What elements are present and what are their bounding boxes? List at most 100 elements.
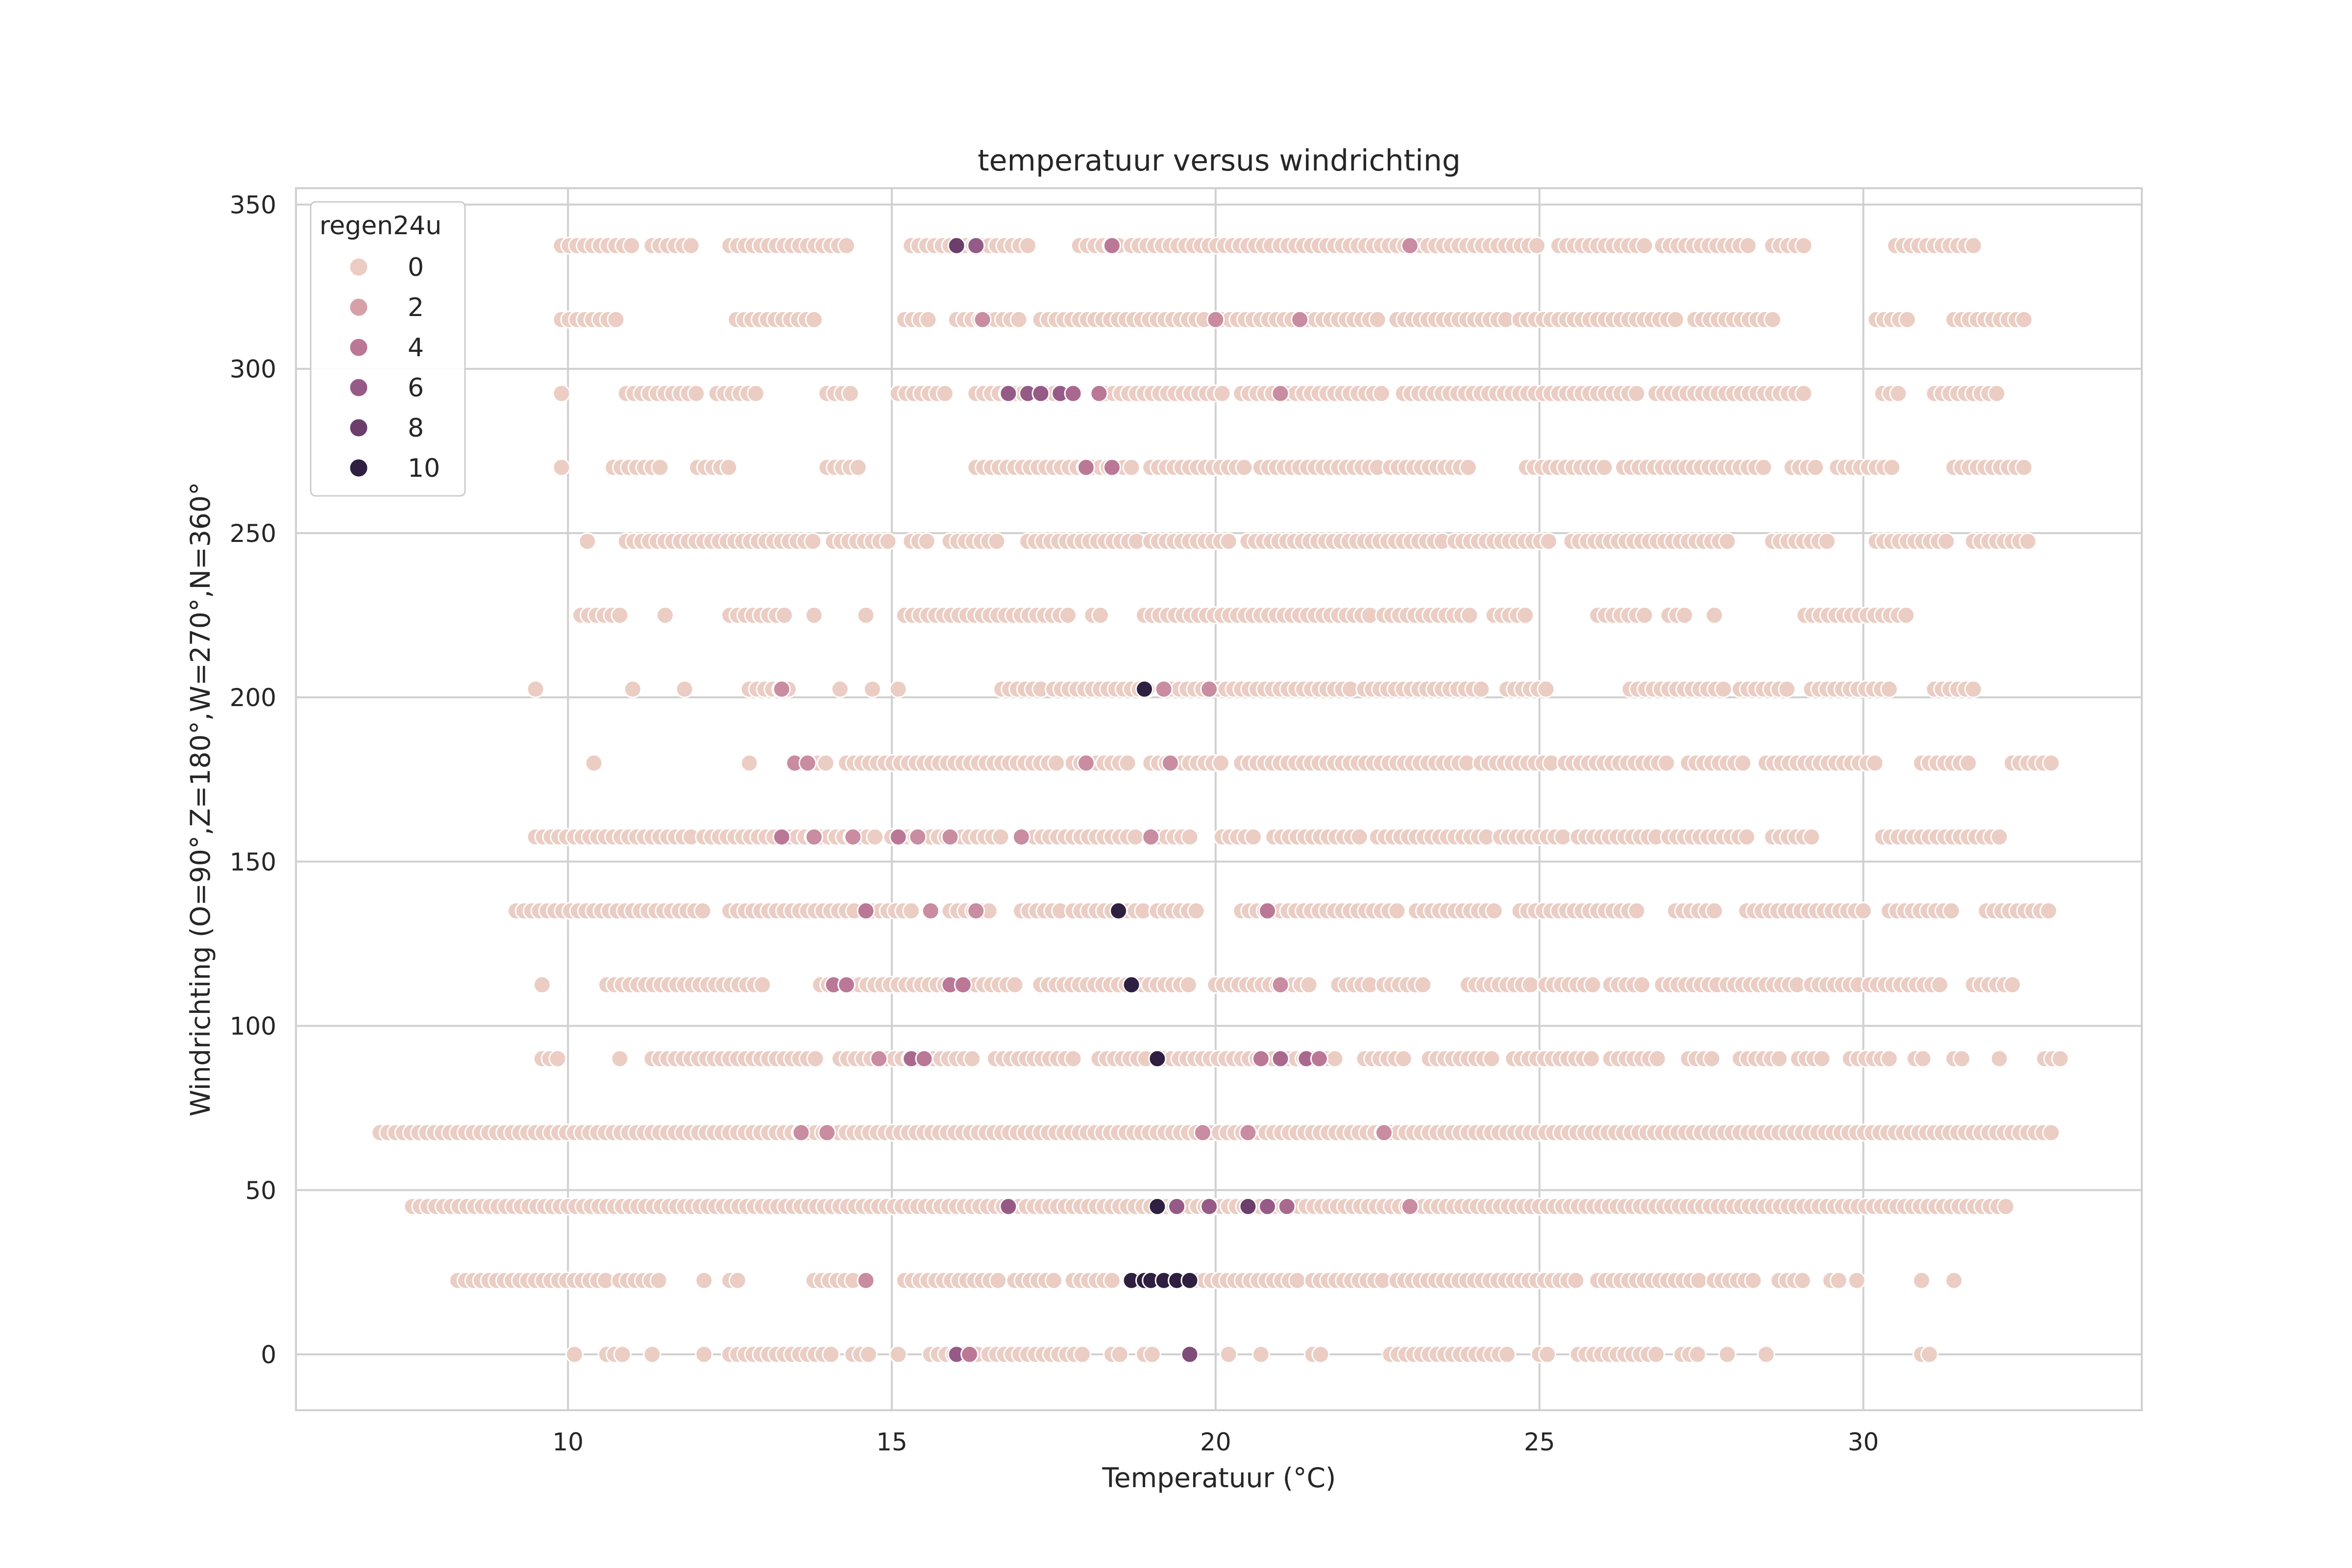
data-point xyxy=(1126,828,1145,846)
legend-label: 0 xyxy=(408,253,424,282)
data-point xyxy=(1271,1050,1290,1068)
data-point xyxy=(578,532,597,551)
data-point xyxy=(719,458,738,477)
data-point xyxy=(1460,606,1479,625)
data-point xyxy=(693,902,712,920)
x-tick-label: 10 xyxy=(552,1428,584,1456)
data-point xyxy=(1258,1197,1277,1216)
data-point xyxy=(2042,754,2060,772)
data-point xyxy=(1102,1271,1121,1290)
data-point xyxy=(526,680,545,698)
data-point xyxy=(857,606,875,625)
data-point xyxy=(792,1124,810,1142)
data-point xyxy=(798,754,817,772)
data-point xyxy=(1880,680,1898,698)
data-point xyxy=(1019,236,1037,255)
y-tick-label: 250 xyxy=(230,519,276,548)
data-point xyxy=(849,458,867,477)
data-point xyxy=(841,384,859,403)
data-point xyxy=(740,754,759,772)
data-points xyxy=(371,236,2069,1364)
data-point xyxy=(611,1050,629,1068)
data-point xyxy=(2003,976,2022,994)
data-point xyxy=(1778,680,1796,698)
data-point xyxy=(908,828,927,846)
data-point xyxy=(863,680,882,698)
data-point xyxy=(1045,1271,1063,1290)
data-point xyxy=(1675,606,1694,625)
data-point xyxy=(1959,754,1978,772)
legend-marker xyxy=(348,377,369,398)
data-point xyxy=(1718,532,1737,551)
plot-area xyxy=(295,187,2143,1411)
data-point xyxy=(1135,680,1153,698)
data-point xyxy=(1633,976,1651,994)
data-point xyxy=(1690,1271,1708,1290)
data-point xyxy=(1937,532,1956,551)
data-point xyxy=(1350,828,1369,846)
data-point xyxy=(1912,1271,1931,1290)
data-point xyxy=(947,236,966,255)
data-point xyxy=(1744,1271,1763,1290)
data-point xyxy=(1122,458,1141,477)
data-point xyxy=(1990,1050,2009,1068)
data-point xyxy=(772,828,791,846)
y-tick-label: 150 xyxy=(230,848,276,876)
data-point xyxy=(1400,1197,1419,1216)
data-point xyxy=(565,1345,584,1364)
data-point xyxy=(866,828,884,846)
data-point xyxy=(1180,1345,1199,1364)
data-point xyxy=(1802,828,1821,846)
data-point xyxy=(960,1345,979,1364)
data-point xyxy=(1635,606,1654,625)
data-point xyxy=(1942,902,1960,920)
data-point xyxy=(1009,310,1028,329)
data-point xyxy=(1764,310,1782,329)
data-point xyxy=(837,976,856,994)
data-point xyxy=(818,1124,836,1142)
data-point xyxy=(656,606,674,625)
data-point xyxy=(1005,976,1024,994)
legend-marker xyxy=(348,257,369,277)
data-point xyxy=(649,1271,668,1290)
data-point xyxy=(804,532,822,551)
data-point xyxy=(941,828,959,846)
data-point xyxy=(1258,902,1277,920)
data-point xyxy=(1770,1050,1788,1068)
data-point xyxy=(552,458,571,477)
data-point xyxy=(687,384,706,403)
data-point xyxy=(1553,828,1572,846)
data-point xyxy=(1251,1345,1270,1364)
data-point xyxy=(935,384,954,403)
data-point xyxy=(682,236,700,255)
data-point xyxy=(989,1271,1007,1290)
data-point xyxy=(1987,384,2006,403)
data-point xyxy=(1219,532,1238,551)
data-point xyxy=(889,828,907,846)
data-point xyxy=(1647,1345,1666,1364)
data-point xyxy=(857,1271,875,1290)
data-point xyxy=(1567,1271,1585,1290)
data-point xyxy=(1847,1271,1866,1290)
data-point xyxy=(1251,1050,1270,1068)
data-point xyxy=(1090,384,1108,403)
data-point xyxy=(1091,606,1110,625)
data-point xyxy=(1168,1197,1186,1216)
data-point xyxy=(1122,976,1141,994)
data-point xyxy=(889,1345,907,1364)
data-point xyxy=(1102,458,1121,477)
data-point xyxy=(585,754,603,772)
data-point xyxy=(1516,606,1535,625)
data-point xyxy=(2042,1124,2060,1142)
data-point xyxy=(879,532,897,551)
data-point xyxy=(1154,680,1173,698)
legend-label: 10 xyxy=(408,454,440,483)
data-point xyxy=(1734,754,1752,772)
data-point xyxy=(1212,754,1230,772)
data-point xyxy=(1595,458,1614,477)
data-point xyxy=(1375,1124,1393,1142)
data-point xyxy=(1206,310,1225,329)
data-point xyxy=(1031,384,1050,403)
data-point xyxy=(1200,1197,1219,1216)
